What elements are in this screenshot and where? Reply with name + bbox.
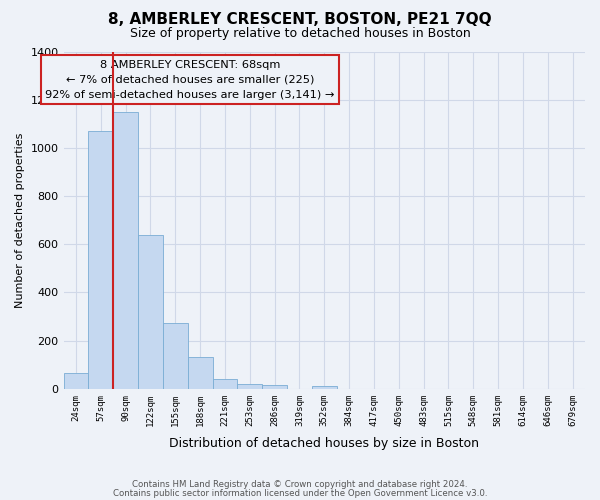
Text: 8, AMBERLEY CRESCENT, BOSTON, PE21 7QQ: 8, AMBERLEY CRESCENT, BOSTON, PE21 7QQ (108, 12, 492, 28)
Text: Contains HM Land Registry data © Crown copyright and database right 2024.: Contains HM Land Registry data © Crown c… (132, 480, 468, 489)
Bar (138, 234, 163, 389)
Text: Size of property relative to detached houses in Boston: Size of property relative to detached ho… (130, 28, 470, 40)
Bar (113, 112, 138, 389)
Text: 8 AMBERLEY CRESCENT: 68sqm
← 7% of detached houses are smaller (225)
92% of semi: 8 AMBERLEY CRESCENT: 68sqm ← 7% of detac… (46, 60, 335, 100)
Text: Contains public sector information licensed under the Open Government Licence v3: Contains public sector information licen… (113, 488, 487, 498)
Y-axis label: Number of detached properties: Number of detached properties (15, 132, 25, 308)
Bar (212, 378, 238, 389)
Bar (188, 358, 212, 389)
Bar (262, 385, 287, 389)
Bar (238, 384, 262, 389)
Bar (163, 322, 188, 389)
Bar (88, 131, 113, 389)
Bar (312, 386, 337, 389)
X-axis label: Distribution of detached houses by size in Boston: Distribution of detached houses by size … (169, 437, 479, 450)
Bar (64, 373, 88, 389)
